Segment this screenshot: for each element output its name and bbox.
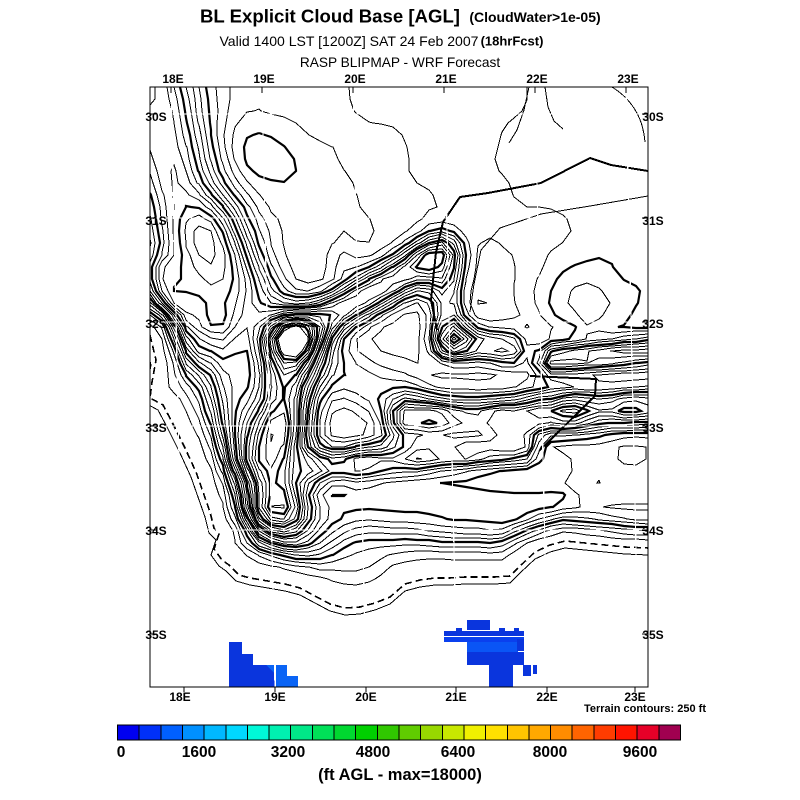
- svg-text:9600: 9600: [623, 744, 657, 761]
- svg-text:19E: 19E: [264, 690, 285, 704]
- svg-text:6400: 6400: [441, 744, 475, 761]
- svg-text:22E: 22E: [526, 72, 547, 86]
- svg-text:32S: 32S: [145, 317, 166, 331]
- svg-text:22E: 22E: [536, 690, 557, 704]
- svg-text:Terrain contours: 250 ft: Terrain contours: 250 ft: [584, 703, 706, 715]
- svg-text:(18hrFcst): (18hrFcst): [481, 34, 544, 49]
- svg-text:30S: 30S: [145, 110, 166, 124]
- svg-text:RASP BLIPMAP - WRF Forecast: RASP BLIPMAP - WRF Forecast: [300, 55, 500, 70]
- svg-text:34S: 34S: [642, 524, 663, 538]
- svg-text:23E: 23E: [624, 690, 645, 704]
- svg-text:31S: 31S: [145, 214, 166, 228]
- svg-text:32S: 32S: [642, 317, 663, 331]
- svg-text:20E: 20E: [355, 690, 376, 704]
- svg-text:3200: 3200: [271, 744, 305, 761]
- svg-text:33S: 33S: [145, 421, 166, 435]
- svg-text:19E: 19E: [253, 72, 274, 86]
- svg-text:Valid 1400 LST [1200Z] SAT 24: Valid 1400 LST [1200Z] SAT 24 Feb 2007: [219, 33, 478, 49]
- svg-text:21E: 21E: [445, 690, 466, 704]
- svg-text:0: 0: [117, 744, 126, 761]
- svg-text:34S: 34S: [145, 524, 166, 538]
- svg-text:1600: 1600: [182, 744, 216, 761]
- svg-text:21E: 21E: [435, 72, 456, 86]
- svg-text:23E: 23E: [617, 72, 638, 86]
- svg-text:30S: 30S: [642, 110, 663, 124]
- svg-text:35S: 35S: [642, 628, 663, 642]
- svg-text:4800: 4800: [356, 744, 390, 761]
- svg-text:33S: 33S: [642, 421, 663, 435]
- svg-text:35S: 35S: [145, 628, 166, 642]
- svg-text:18E: 18E: [169, 690, 190, 704]
- svg-text:18E: 18E: [162, 72, 183, 86]
- svg-text:8000: 8000: [533, 744, 567, 761]
- svg-text:31S: 31S: [642, 214, 663, 228]
- svg-text:20E: 20E: [344, 72, 365, 86]
- svg-text:BL Explicit Cloud Base [AGL]: BL Explicit Cloud Base [AGL]: [200, 6, 460, 27]
- svg-text:(ft AGL - max=18000): (ft AGL - max=18000): [318, 766, 482, 784]
- svg-text:(CloudWater>1e-05): (CloudWater>1e-05): [469, 9, 600, 25]
